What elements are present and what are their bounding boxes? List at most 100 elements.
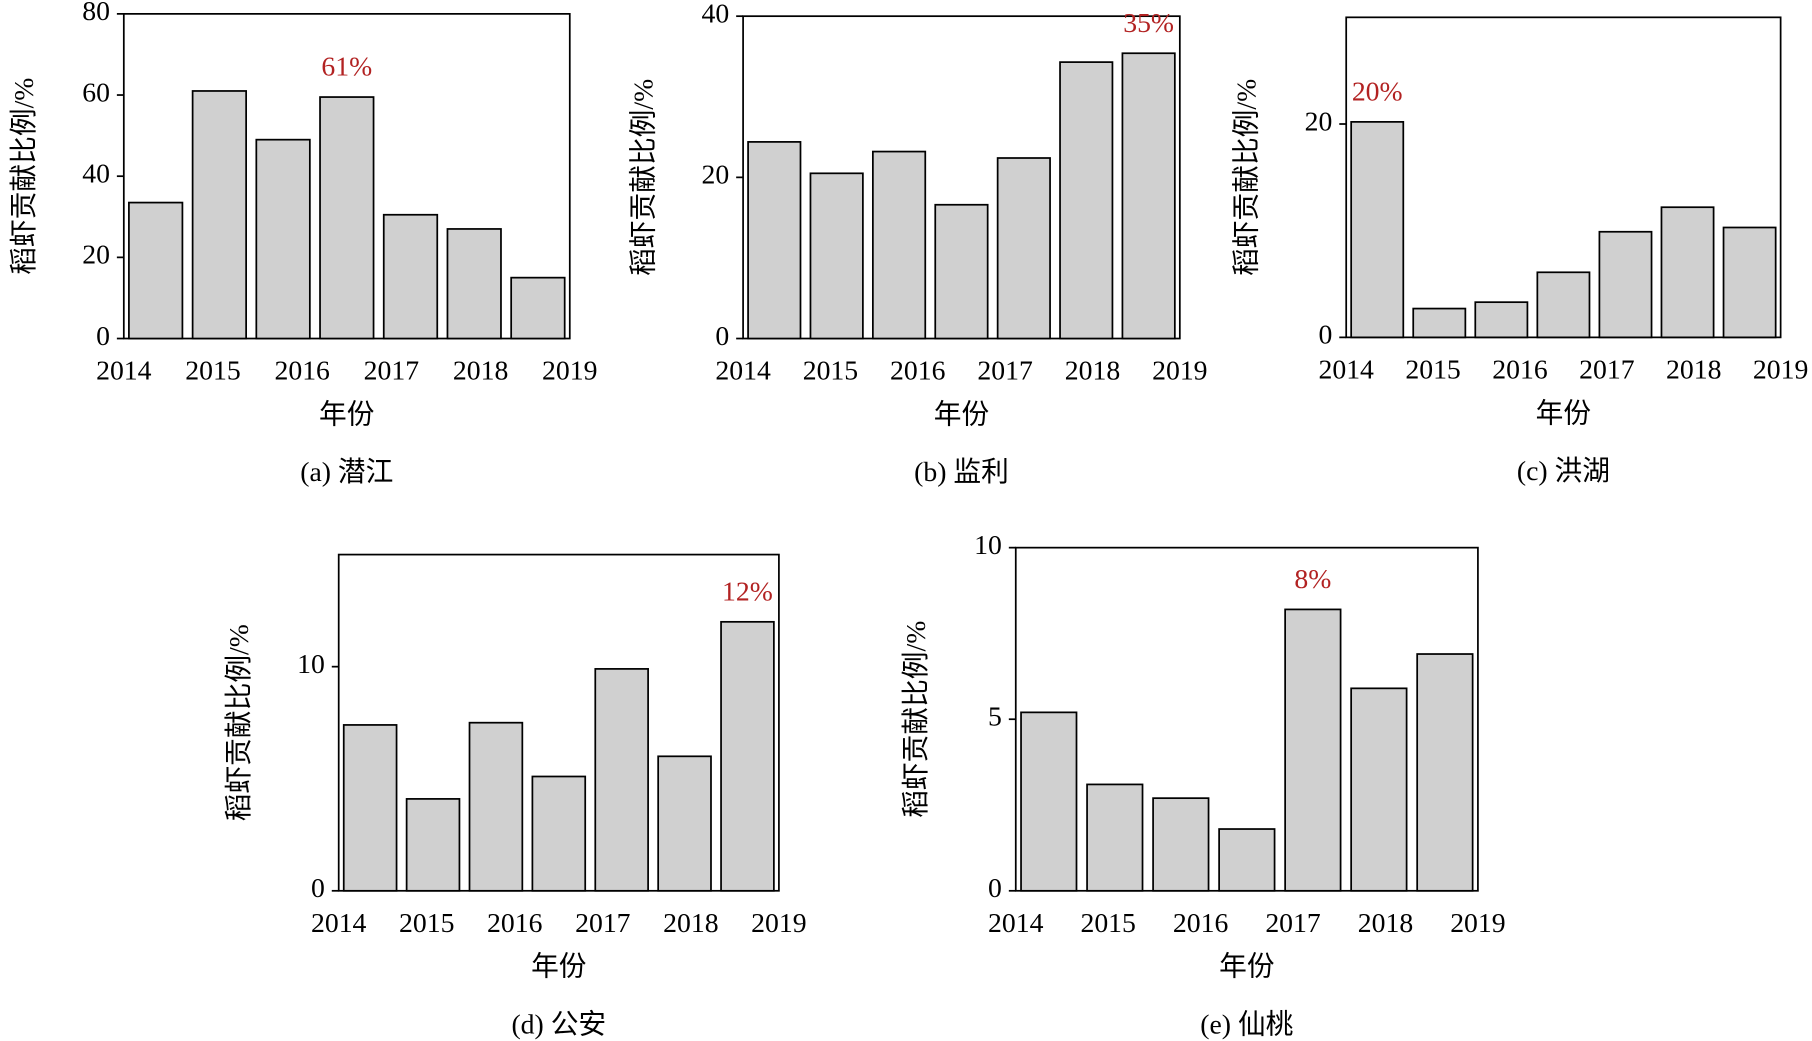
x-tick-label: 2016 [1173,907,1229,938]
x-tick-label: 2014 [988,907,1044,938]
caption: (d) 公安 [511,1008,606,1039]
bar [1350,121,1405,339]
x-tick-label: 2015 [185,355,240,386]
y-tick-label: 10 [297,648,325,679]
caption: (c) 洪湖 [1517,455,1610,486]
x-tick-label: 2019 [1753,353,1808,384]
bar [1412,307,1467,339]
y-tick-label: 60 [82,76,110,107]
bar [255,138,311,340]
x-tick-label: 2018 [1065,355,1120,386]
bar [1284,608,1342,892]
bar [996,157,1051,340]
x-tick-label: 2018 [663,907,718,938]
bar [1152,797,1210,892]
bar [191,90,247,340]
annotation: 35% [1123,7,1174,38]
annotation: 12% [722,575,773,606]
x-tick-label: 2015 [399,907,454,938]
x-tick-label: 2017 [1579,353,1635,384]
annotation: 61% [321,51,372,82]
y-tick-label: 80 [82,0,110,26]
y-axis-label: 稻虾贡献比例/% [1231,79,1262,276]
bar [1218,828,1276,892]
x-axis-label: 年份 [1536,397,1591,428]
bar [1350,687,1408,892]
annotation: 20% [1352,76,1403,107]
bar [468,721,524,892]
x-tick-label: 2018 [453,355,508,386]
x-tick-label: 2019 [751,907,806,938]
bar [342,724,398,892]
bar [405,798,461,892]
bar [319,96,375,340]
x-axis-label: 年份 [1219,951,1274,982]
bar [747,141,802,340]
caption: (a) 潜江 [300,456,393,487]
y-tick-label: 0 [311,872,325,903]
caption: (e) 仙桃 [1200,1008,1293,1039]
x-tick-label: 2015 [1405,353,1460,384]
x-tick-label: 2014 [715,355,771,386]
x-tick-label: 2018 [1666,353,1721,384]
bar [657,755,712,892]
x-tick-label: 2014 [1318,353,1374,384]
bar [1020,711,1078,892]
x-tick-label: 2016 [1492,353,1548,384]
x-tick-label: 2019 [542,355,597,386]
x-tick-label: 2017 [364,355,420,386]
x-axis-label: 年份 [934,398,989,429]
x-axis-label: 年份 [531,951,586,982]
bar [1660,206,1715,339]
bar [1086,783,1144,892]
bar [446,228,502,340]
x-tick-label: 2017 [977,355,1033,386]
y-tick-label: 0 [988,872,1002,903]
y-tick-label: 40 [702,0,730,29]
bar [128,201,184,340]
x-tick-label: 2016 [487,907,543,938]
y-tick-label: 0 [715,320,729,351]
bar [934,203,989,340]
x-tick-label: 2019 [1152,355,1207,386]
x-tick-label: 2017 [575,907,631,938]
y-tick-label: 0 [1318,319,1332,350]
bar [594,668,649,892]
x-tick-label: 2015 [803,355,858,386]
bar [871,150,927,340]
x-tick-label: 2016 [274,355,330,386]
x-tick-label: 2014 [96,355,152,386]
bar [1722,226,1777,339]
y-axis-label: 稻虾贡献比例/% [627,79,658,276]
bar [720,620,775,892]
bar [1598,230,1653,339]
y-tick-label: 20 [1305,105,1333,136]
bar [1416,653,1474,892]
y-tick-label: 20 [82,239,110,270]
y-tick-label: 5 [988,701,1002,732]
y-axis-label: 稻虾贡献比例/% [900,621,931,818]
y-tick-label: 0 [96,320,110,351]
y-tick-label: 40 [82,158,110,189]
bar [1536,271,1591,339]
bar [531,775,587,892]
y-tick-label: 20 [702,159,730,190]
x-tick-label: 2014 [311,907,367,938]
y-axis-label: 稻虾贡献比例/% [223,624,254,821]
caption: (b) 监利 [914,456,1009,487]
bar [1059,61,1114,340]
x-tick-label: 2019 [1450,907,1505,938]
bar [1474,301,1529,339]
annotation: 8% [1294,563,1331,594]
x-tick-label: 2015 [1080,907,1135,938]
x-tick-label: 2017 [1265,907,1321,938]
bar [809,172,864,340]
bar [382,213,439,340]
y-axis-label: 稻虾贡献比例/% [8,78,39,275]
x-tick-label: 2018 [1358,907,1413,938]
y-tick-label: 10 [974,529,1002,560]
bar [510,276,566,340]
x-tick-label: 2016 [890,355,946,386]
bar [1121,52,1176,340]
